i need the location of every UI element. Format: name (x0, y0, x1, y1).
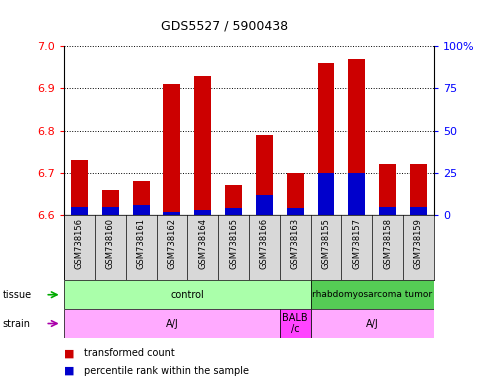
Bar (164, 212, 180, 215)
Bar (287, 208, 304, 215)
Bar (379, 164, 396, 215)
Text: ■: ■ (64, 366, 74, 376)
Text: GSM738162: GSM738162 (168, 218, 176, 269)
Bar (71, 160, 88, 215)
Bar (256, 135, 273, 215)
Text: GSM738158: GSM738158 (383, 218, 392, 269)
Bar (71, 207, 88, 215)
Bar (317, 173, 334, 215)
Bar (64, 280, 311, 309)
Text: GSM738157: GSM738157 (352, 218, 361, 269)
Text: transformed count: transformed count (84, 348, 175, 358)
Bar (349, 173, 365, 215)
Bar (410, 164, 427, 215)
Bar (133, 205, 149, 215)
Text: GSM738160: GSM738160 (106, 218, 115, 269)
Text: rhabdomyosarcoma tumor: rhabdomyosarcoma tumor (312, 290, 432, 299)
Bar (194, 76, 211, 215)
Bar (256, 195, 273, 215)
Text: GSM738163: GSM738163 (291, 218, 300, 270)
Bar (280, 309, 311, 338)
Text: GSM738155: GSM738155 (321, 218, 330, 269)
Bar (311, 280, 434, 309)
Text: GSM738165: GSM738165 (229, 218, 238, 269)
Text: GSM738159: GSM738159 (414, 218, 423, 269)
Bar (102, 207, 119, 215)
Text: GSM738164: GSM738164 (198, 218, 207, 269)
Text: GSM738161: GSM738161 (137, 218, 145, 269)
Bar (133, 181, 149, 215)
Bar (317, 63, 334, 215)
Text: control: control (171, 290, 204, 300)
Text: percentile rank within the sample: percentile rank within the sample (84, 366, 249, 376)
Bar (379, 207, 396, 215)
Bar (164, 84, 180, 215)
Text: ■: ■ (64, 348, 74, 358)
Bar (349, 59, 365, 215)
Bar (225, 208, 242, 215)
Text: A/J: A/J (166, 318, 178, 329)
Bar (225, 185, 242, 215)
Bar (410, 207, 427, 215)
Bar (64, 309, 280, 338)
Text: tissue: tissue (2, 290, 32, 300)
Bar (194, 210, 211, 215)
Text: GSM738156: GSM738156 (75, 218, 84, 269)
Text: GDS5527 / 5900438: GDS5527 / 5900438 (161, 19, 288, 32)
Text: BALB
/c: BALB /c (282, 313, 308, 334)
Bar (287, 173, 304, 215)
Text: A/J: A/J (366, 318, 379, 329)
Bar (102, 190, 119, 215)
Text: GSM738166: GSM738166 (260, 218, 269, 270)
Text: strain: strain (2, 318, 31, 329)
Bar (311, 309, 434, 338)
